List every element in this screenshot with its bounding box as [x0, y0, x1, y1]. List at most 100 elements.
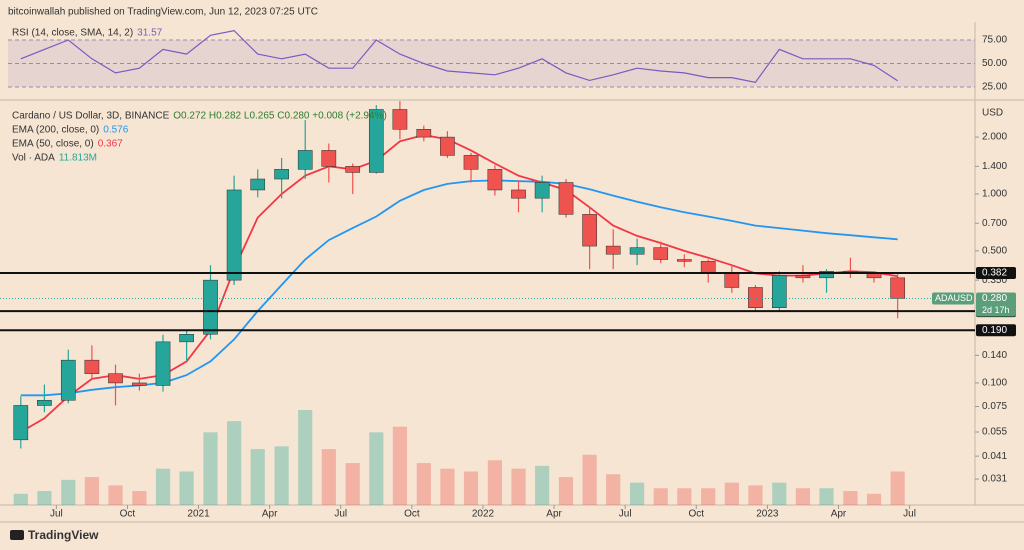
candle-body [653, 247, 669, 260]
candle-body [534, 182, 550, 199]
x-tick-label: Jul [619, 509, 632, 520]
volume-bar [61, 479, 76, 505]
candle-body [108, 373, 123, 384]
y-tick-label: 0.031 [982, 474, 1007, 485]
legend-value: 0.367 [98, 139, 123, 150]
brand-logo: TradingView [10, 528, 99, 542]
y-tick-label: 0.700 [982, 218, 1007, 229]
volume-bar [487, 460, 502, 505]
legend-name: EMA (50, close, 0) [12, 139, 94, 150]
y-tick-label: 0.055 [982, 427, 1007, 438]
candle-body [795, 275, 811, 279]
x-tick-label: 2022 [472, 509, 495, 520]
y-unit: USD [982, 108, 1003, 119]
candle-body [819, 271, 834, 279]
candle-body [179, 334, 194, 343]
legend-name: Vol · ADA [12, 153, 55, 164]
candle-body [132, 382, 147, 386]
x-tick-label: Jul [903, 509, 916, 520]
level-tag [976, 324, 1016, 337]
legend-value: 0.576 [103, 125, 128, 136]
x-tick-label: Apr [831, 509, 847, 520]
volume-bar [558, 477, 574, 505]
symbol-tag [932, 292, 974, 305]
volume-bar [630, 482, 645, 505]
volume-bar [227, 421, 242, 505]
volume-bar [440, 468, 455, 505]
y-tick-label: 50.00 [982, 58, 1007, 69]
candle-body [345, 166, 361, 173]
volume-bar [701, 488, 716, 505]
candle-body [274, 169, 289, 180]
brand: TradingView [28, 528, 99, 542]
candle-body [629, 247, 645, 255]
legend-name: EMA (200, close, 0) [12, 125, 99, 136]
candle-body [558, 182, 574, 215]
level-label: 0.382 [982, 268, 1007, 279]
candle-body [155, 341, 171, 386]
legend-ohlc: O0.272 H0.282 L0.265 C0.280 +0.008 (+2.9… [173, 111, 387, 122]
candle-body [463, 155, 479, 170]
y-tick-label: 0.350 [982, 275, 1007, 286]
volume-bar [298, 410, 313, 505]
candle-body [37, 399, 52, 406]
volume-bar [108, 485, 123, 505]
logo-mark [10, 530, 24, 540]
candle-body [748, 287, 763, 308]
level-tag [976, 266, 1016, 279]
candle-body [60, 359, 76, 401]
volume-bar [511, 468, 526, 505]
y-tick-label: 0.075 [982, 401, 1007, 412]
x-tick-label: Oct [688, 509, 704, 520]
y-tick-label: 1.000 [982, 189, 1007, 200]
y-tick-label: 0.140 [982, 350, 1007, 361]
volume-bar [13, 493, 28, 505]
level-label: 0.190 [982, 325, 1007, 336]
rsi-title: RSI (14, close, SMA, 14, 2) [12, 28, 133, 39]
candle-body [890, 277, 905, 299]
volume-bar [582, 454, 597, 505]
y-tick-label: 0.100 [982, 378, 1007, 389]
candle-body [487, 169, 503, 191]
volume-bar [179, 471, 194, 505]
candle-body [13, 405, 29, 441]
volume-bar [677, 488, 692, 505]
x-tick-label: Oct [404, 509, 420, 520]
x-tick-label: Jul [334, 509, 347, 520]
candle-body [250, 178, 266, 191]
candle-body [582, 214, 597, 247]
price-tag [976, 292, 1016, 317]
candle-body [392, 109, 408, 130]
candle-body [416, 129, 432, 138]
candle-body [676, 259, 692, 262]
x-tick-label: Apr [546, 509, 562, 520]
volume-bar [369, 432, 384, 505]
candle-body [440, 136, 455, 156]
candle-body [605, 245, 621, 255]
volume-bar [250, 449, 265, 505]
volume-bar [606, 474, 621, 505]
candle-body [866, 273, 882, 279]
x-tick-label: 2021 [187, 509, 210, 520]
candle-body [203, 279, 218, 335]
candle-body [297, 150, 313, 170]
candle-body [321, 150, 337, 167]
x-tick-label: Apr [262, 509, 278, 520]
volume-bar [795, 488, 811, 505]
x-tick-label: 2023 [756, 509, 779, 520]
volume-bar [345, 463, 360, 505]
y-tick-label: 1.400 [982, 161, 1007, 172]
volume-bar [321, 449, 336, 505]
candle-body [724, 273, 740, 288]
rsi-line [20, 29, 898, 83]
volume-bar [866, 493, 882, 505]
volume-bar [843, 491, 858, 505]
volume-bar [772, 482, 787, 505]
rsi-value: 31.57 [137, 28, 162, 39]
legend-symbol: Cardano / US Dollar, 3D, BINANCE [12, 111, 170, 122]
volume-bar [37, 491, 52, 505]
countdown-label: 2d 17h [982, 305, 1010, 315]
